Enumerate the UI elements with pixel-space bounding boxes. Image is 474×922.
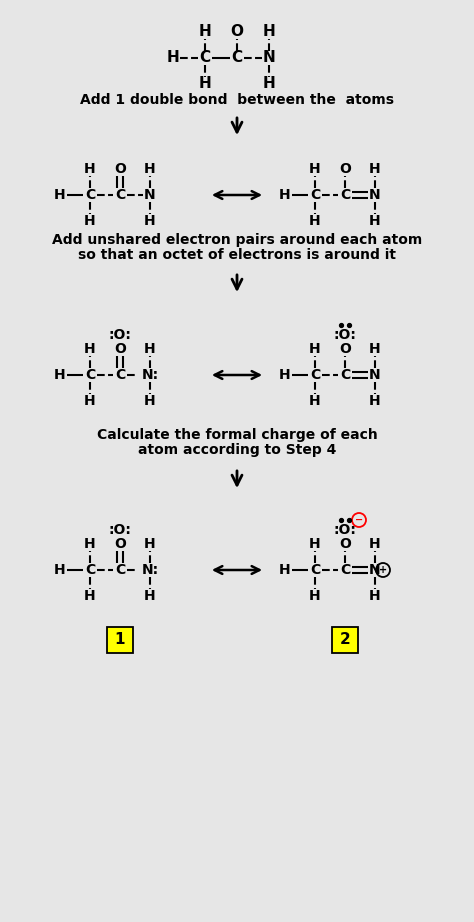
Text: H: H xyxy=(279,368,291,382)
Text: H: H xyxy=(144,342,156,356)
Text: H: H xyxy=(369,394,381,408)
Text: H: H xyxy=(199,77,211,91)
Text: C: C xyxy=(115,188,125,202)
Text: so that an octet of electrons is around it: so that an octet of electrons is around … xyxy=(78,248,396,262)
Text: H: H xyxy=(369,214,381,228)
Text: H: H xyxy=(309,214,321,228)
Text: C: C xyxy=(340,188,350,202)
Text: H: H xyxy=(279,188,291,202)
Text: atom according to Step 4: atom according to Step 4 xyxy=(138,443,336,457)
Text: C: C xyxy=(340,368,350,382)
Text: H: H xyxy=(369,162,381,176)
Text: H: H xyxy=(369,589,381,603)
Text: Add unshared electron pairs around each atom: Add unshared electron pairs around each … xyxy=(52,233,422,247)
Text: H: H xyxy=(167,51,179,65)
Text: N: N xyxy=(263,51,275,65)
Text: O: O xyxy=(339,342,351,356)
Text: H: H xyxy=(84,162,96,176)
Text: O: O xyxy=(114,342,126,356)
Text: :O:: :O: xyxy=(334,523,356,537)
Text: N:: N: xyxy=(141,563,159,577)
Text: C: C xyxy=(310,368,320,382)
Text: H: H xyxy=(279,563,291,577)
Text: H: H xyxy=(369,537,381,551)
Text: H: H xyxy=(144,537,156,551)
Text: H: H xyxy=(54,368,66,382)
Text: N: N xyxy=(369,563,381,577)
Text: 1: 1 xyxy=(115,632,125,647)
Text: N: N xyxy=(144,188,156,202)
Text: O: O xyxy=(230,25,244,40)
Text: N:: N: xyxy=(141,368,159,382)
Text: :O:: :O: xyxy=(334,328,356,342)
Text: C: C xyxy=(231,51,243,65)
Text: O: O xyxy=(339,537,351,551)
Text: H: H xyxy=(263,25,275,40)
Text: C: C xyxy=(310,188,320,202)
Text: C: C xyxy=(200,51,210,65)
Text: H: H xyxy=(144,394,156,408)
Text: C: C xyxy=(310,563,320,577)
Text: H: H xyxy=(309,162,321,176)
Text: Calculate the formal charge of each: Calculate the formal charge of each xyxy=(97,428,377,442)
Text: H: H xyxy=(84,589,96,603)
Text: C: C xyxy=(115,563,125,577)
FancyBboxPatch shape xyxy=(332,627,358,653)
Text: :O:: :O: xyxy=(109,523,131,537)
Text: +: + xyxy=(379,565,387,575)
Text: −: − xyxy=(355,515,363,525)
Text: H: H xyxy=(54,563,66,577)
FancyBboxPatch shape xyxy=(107,627,133,653)
Text: H: H xyxy=(309,342,321,356)
Text: O: O xyxy=(114,162,126,176)
Text: H: H xyxy=(84,342,96,356)
Text: :O:: :O: xyxy=(109,328,131,342)
Text: N: N xyxy=(369,368,381,382)
Text: H: H xyxy=(144,589,156,603)
Text: C: C xyxy=(85,188,95,202)
Text: H: H xyxy=(199,25,211,40)
Text: Add 1 double bond  between the  atoms: Add 1 double bond between the atoms xyxy=(80,93,394,107)
Text: N: N xyxy=(369,188,381,202)
Text: H: H xyxy=(309,537,321,551)
Text: H: H xyxy=(84,214,96,228)
Text: H: H xyxy=(54,188,66,202)
Text: H: H xyxy=(84,394,96,408)
Text: C: C xyxy=(115,368,125,382)
Text: C: C xyxy=(340,563,350,577)
Text: C: C xyxy=(85,563,95,577)
Text: H: H xyxy=(309,394,321,408)
Text: H: H xyxy=(84,537,96,551)
Text: H: H xyxy=(369,342,381,356)
Text: C: C xyxy=(85,368,95,382)
Text: O: O xyxy=(114,537,126,551)
Text: H: H xyxy=(263,77,275,91)
Text: H: H xyxy=(144,214,156,228)
Text: 2: 2 xyxy=(340,632,350,647)
Text: H: H xyxy=(144,162,156,176)
Text: O: O xyxy=(339,162,351,176)
Text: H: H xyxy=(309,589,321,603)
